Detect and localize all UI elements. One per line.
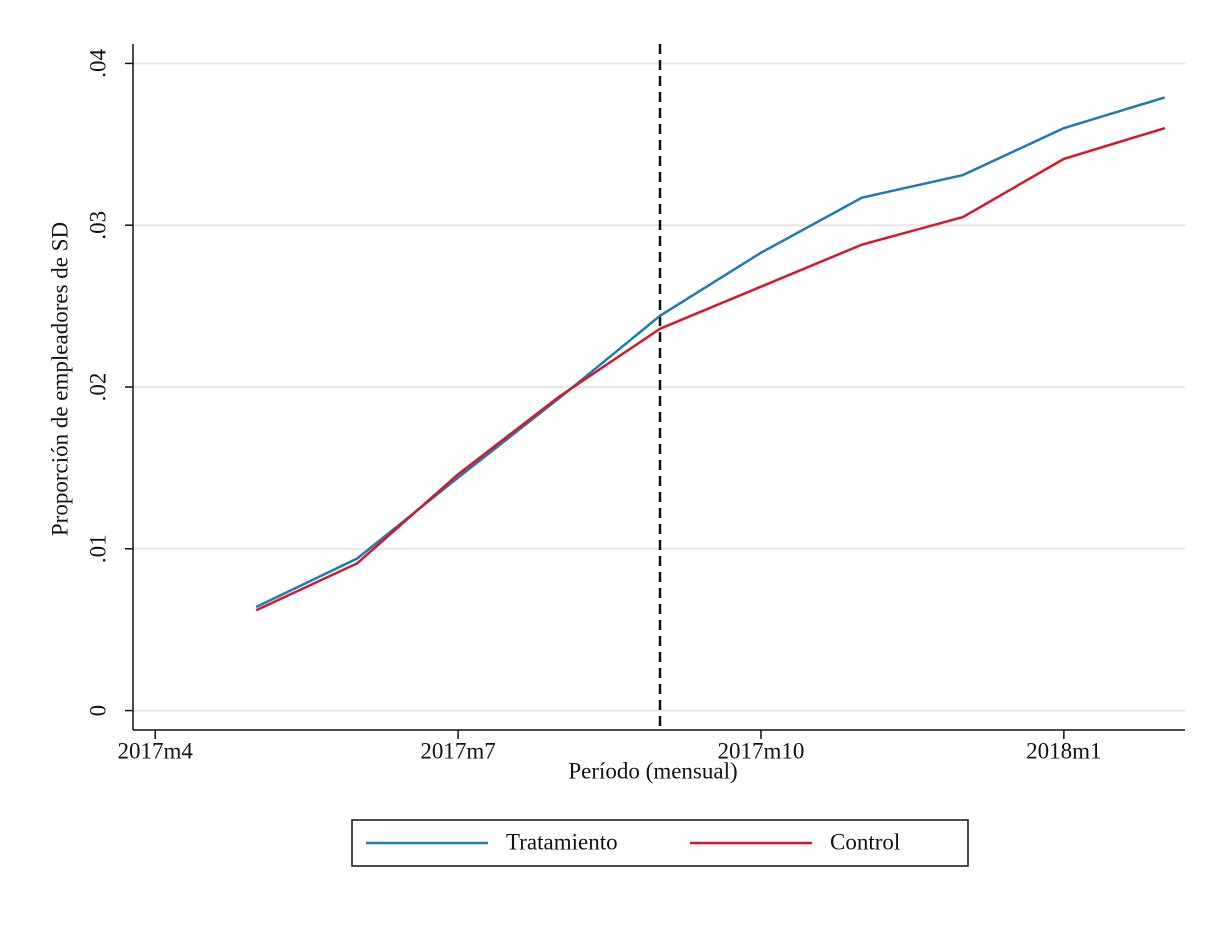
legend-box [351, 819, 969, 867]
x-tick-label: 2018m1 [1026, 738, 1101, 763]
y-tick-label: .04 [85, 49, 110, 78]
legend-label: Control [830, 829, 900, 854]
y-tick-label: 0 [85, 705, 110, 717]
legend-label: Tratamiento [506, 829, 618, 854]
y-tick-label: .03 [85, 211, 110, 240]
x-tick-label: 2017m4 [118, 738, 194, 763]
x-axis-label: Período (mensual) [568, 758, 737, 783]
series-line [255, 126, 1166, 612]
y-tick-label: .01 [85, 534, 110, 563]
x-tick-label: 2017m7 [420, 738, 495, 763]
y-tick-label: .02 [85, 373, 110, 402]
x-tick-label: 2017m10 [718, 738, 805, 763]
y-axis-label: Proporción de empleadores de SD [47, 222, 72, 536]
